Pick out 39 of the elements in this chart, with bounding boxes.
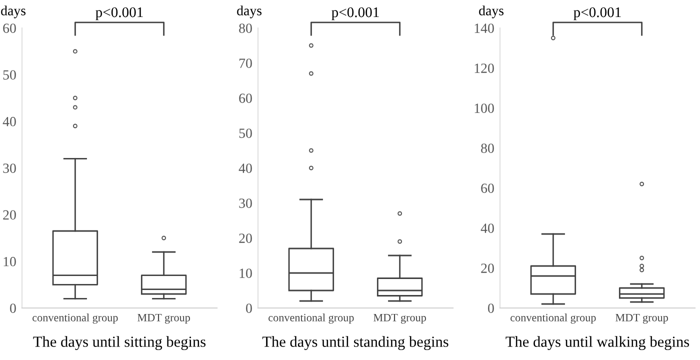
y-tick-label: 30	[3, 164, 16, 173]
y-tick-label: 40	[480, 224, 494, 233]
y-tick-label: 70	[239, 58, 252, 68]
y-tick-label: 140	[474, 24, 494, 33]
y-tick-label: 20	[3, 210, 16, 220]
text: p<0.001	[96, 7, 143, 20]
y-tick-label: 0	[10, 304, 16, 313]
y-tick-label: 60	[481, 184, 494, 193]
x-axis-title: The days until standing begins	[262, 336, 448, 350]
y-tick-label: 30	[239, 198, 252, 208]
y-tick-label: 0	[246, 304, 252, 313]
y-tick-label: 50	[239, 128, 252, 138]
x-axis-title: The days until walking begins	[506, 336, 690, 350]
y-tick-label: 10	[4, 256, 16, 266]
x-tick-label: conventional group	[510, 314, 596, 324]
x-tick-label: MDT group	[374, 314, 426, 324]
y-tick-label: 80	[481, 144, 494, 153]
y-tick-label: 120	[474, 64, 494, 73]
y-tick-label: 40	[2, 116, 16, 126]
y-tick-label: 10	[240, 268, 252, 278]
x-tick-label: MDT group	[138, 314, 190, 324]
y-tick-label: 80	[239, 24, 252, 33]
x-tick-label: conventional group	[268, 314, 354, 324]
x-tick-label: conventional group	[32, 314, 118, 324]
y-tick-label: 0	[488, 304, 494, 313]
y-tick-label: 20	[239, 234, 252, 243]
y-tick-label: 40	[238, 164, 252, 173]
x-axis-title: The days until sitting begins	[33, 336, 206, 350]
y-axis-title: days	[479, 6, 504, 18]
y-tick-label: 100	[474, 104, 494, 113]
x-tick-label: MDT group	[616, 314, 668, 324]
y-tick-label: 60	[239, 94, 252, 103]
y-axis-title: days	[1, 6, 26, 18]
text: p<0.001	[574, 7, 621, 20]
y-tick-label: 50	[3, 70, 16, 80]
y-tick-label: 20	[481, 264, 494, 273]
y-axis-title: days	[237, 6, 262, 18]
text: p<0.001	[332, 7, 379, 20]
y-tick-label: 60	[3, 24, 16, 33]
